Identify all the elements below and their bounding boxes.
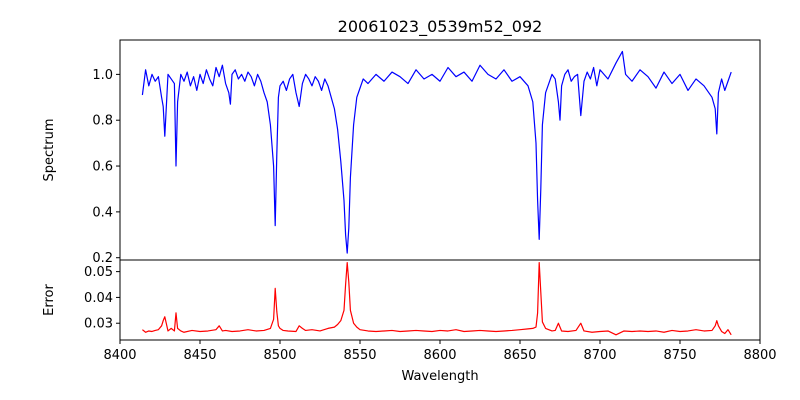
error-axes-frame bbox=[119, 259, 761, 341]
x-tick-label: 8550 bbox=[343, 348, 376, 363]
error-y-tick-label: 0.05 bbox=[84, 265, 113, 280]
error-y-ticks: 0.03 0.04 0.05 bbox=[84, 265, 120, 332]
x-tick-label: 8650 bbox=[503, 348, 536, 363]
x-tick-label: 8800 bbox=[743, 348, 776, 363]
x-axis-ticks: 8400 8450 8500 8550 8600 8650 8700 8750 8800 bbox=[103, 340, 777, 363]
spectrum-y-tick-label: 0.4 bbox=[92, 205, 113, 220]
spectrum-series bbox=[141, 50, 732, 254]
error-panel: 0.03 0.04 0.05 Error bbox=[42, 259, 761, 341]
x-tick-label: 8750 bbox=[663, 348, 696, 363]
x-axis-label: Wavelength bbox=[401, 369, 478, 384]
error-y-tick-label: 0.03 bbox=[84, 317, 113, 332]
error-line bbox=[142, 261, 732, 336]
chart-title: 20061023_0539m52_092 bbox=[338, 17, 543, 37]
spectrum-y-tick-label: 0.2 bbox=[92, 251, 113, 266]
x-tick-label: 8700 bbox=[583, 348, 616, 363]
x-tick-label: 8500 bbox=[263, 348, 296, 363]
x-tick-label: 8400 bbox=[103, 348, 136, 363]
error-series bbox=[142, 261, 732, 336]
spectrum-panel: 0.2 0.4 0.6 0.8 1.0 Spectrum bbox=[42, 39, 761, 266]
spectrum-y-tick-label: 0.6 bbox=[92, 160, 113, 175]
spectrum-y-tick-label: 0.8 bbox=[92, 114, 113, 129]
spectrum-line bbox=[141, 50, 732, 254]
error-y-axis-label: Error bbox=[42, 284, 57, 316]
spectrum-y-tick-label: 1.0 bbox=[92, 68, 113, 83]
spectrum-y-axis-label: Spectrum bbox=[42, 119, 57, 182]
error-y-tick-label: 0.04 bbox=[84, 291, 113, 306]
x-tick-label: 8450 bbox=[183, 348, 216, 363]
spectrum-y-ticks: 0.2 0.4 0.6 0.8 1.0 bbox=[92, 68, 120, 266]
x-tick-label: 8600 bbox=[423, 348, 456, 363]
